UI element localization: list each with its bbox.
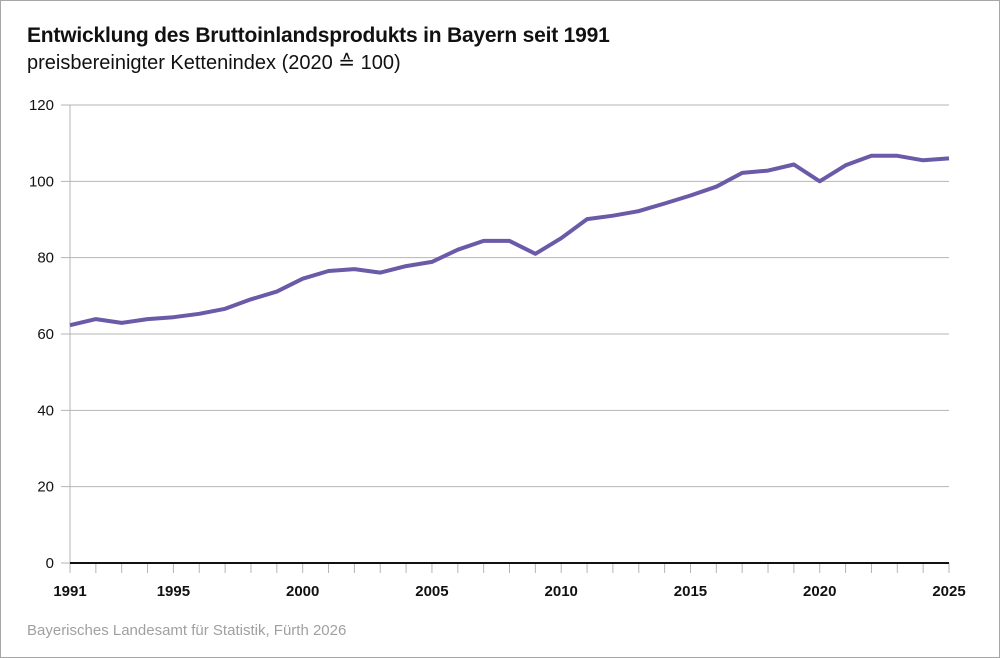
- y-tick-label: 40: [37, 402, 54, 419]
- chart-title: Entwicklung des Bruttoinlandsprodukts in…: [27, 24, 610, 47]
- x-tick-label: 2020: [803, 583, 836, 600]
- y-tick-label: 20: [37, 479, 54, 496]
- y-tick-label: 100: [29, 173, 54, 190]
- chart-subtitle: preisbereinigter Kettenindex (2020 ≙ 100…: [27, 52, 401, 74]
- x-axis: 1991 1995 2000 2005 2010 2015 2020 2025: [53, 562, 966, 600]
- y-tick-label: 60: [37, 326, 54, 343]
- gridlines: [61, 104, 949, 573]
- source-note: Bayerisches Landesamt für Statistik, Für…: [27, 622, 347, 639]
- x-tick-label: 2000: [286, 583, 319, 600]
- x-tick-label: 1991: [53, 583, 86, 600]
- x-tick-label: 1995: [157, 583, 190, 600]
- x-tick-label: 2015: [674, 583, 707, 600]
- y-axis-labels: 0 20 40 60 80 100 120: [29, 97, 54, 572]
- x-tick-label: 2025: [932, 583, 965, 600]
- y-tick-label: 120: [29, 97, 54, 114]
- y-tick-label: 80: [37, 250, 54, 267]
- x-tick-label: 2005: [415, 583, 448, 600]
- series-line: [69, 153, 950, 328]
- x-tick-label: 2010: [545, 583, 578, 600]
- series-layer: [69, 153, 950, 328]
- y-tick-label: 0: [46, 555, 54, 572]
